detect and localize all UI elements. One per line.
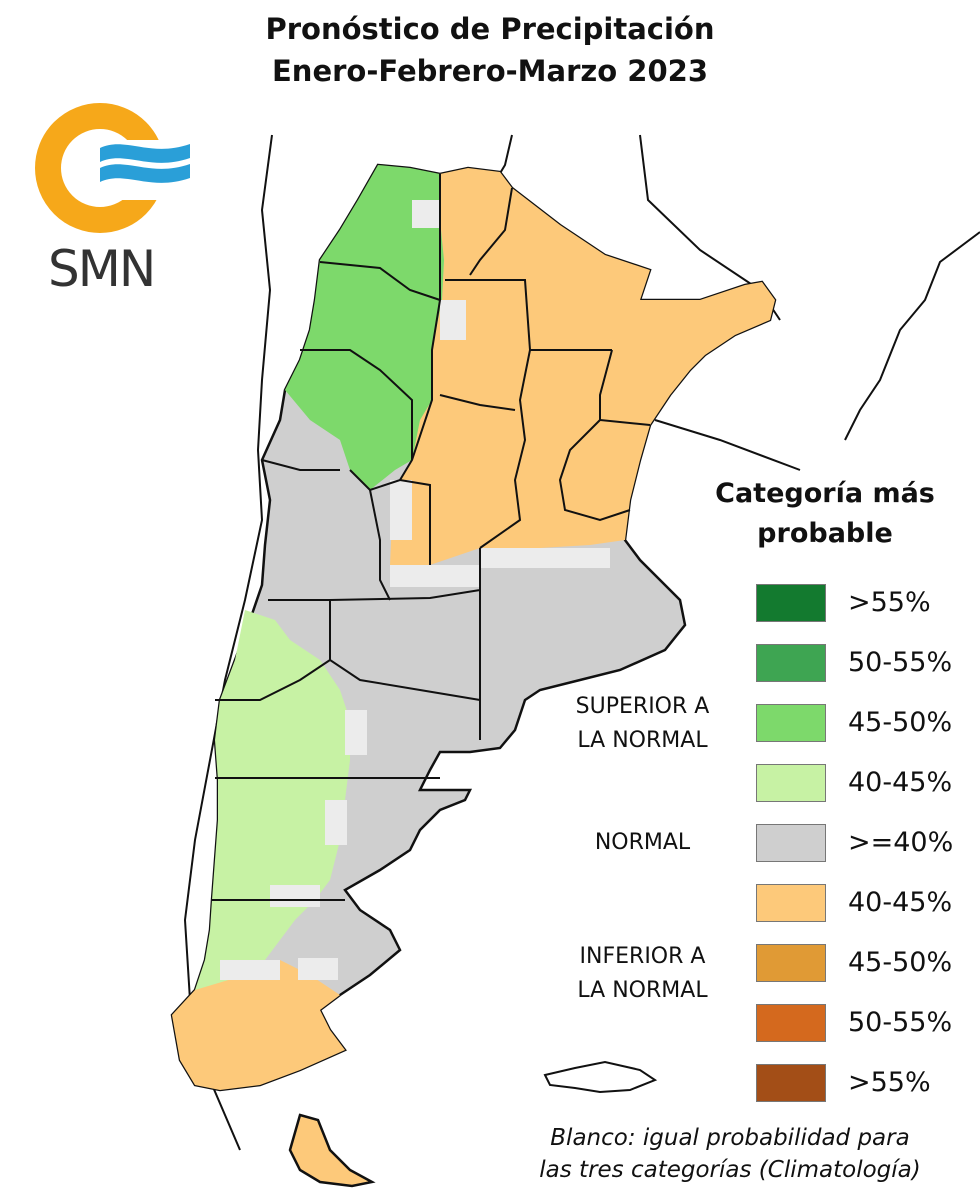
legend-label: >55% bbox=[848, 1067, 931, 1098]
legend-swatch bbox=[756, 644, 826, 682]
legend-label: 40-45% bbox=[848, 887, 953, 918]
smn-logo: SMN bbox=[30, 100, 200, 300]
region-below-normal-north bbox=[390, 168, 775, 565]
title-line-2: Enero-Febrero-Marzo 2023 bbox=[271, 54, 709, 88]
legend-swatch bbox=[756, 1004, 826, 1042]
legend-swatch bbox=[756, 584, 826, 622]
category-superior-line-2: LA NORMAL bbox=[577, 728, 708, 753]
category-inferior: INFERIOR A LA NORMAL bbox=[545, 940, 740, 1008]
province-borders bbox=[212, 174, 651, 901]
legend-title-line-2: probable bbox=[757, 518, 893, 549]
category-superior-line-1: SUPERIOR A bbox=[575, 694, 710, 719]
category-superior: SUPERIOR A LA NORMAL bbox=[545, 690, 740, 758]
legend-swatch bbox=[756, 944, 826, 982]
region-below-normal-south bbox=[172, 960, 345, 1090]
category-inferior-line-2: LA NORMAL bbox=[577, 978, 708, 1003]
map-title: Pronóstico de Precipitación Enero-Febrer… bbox=[0, 8, 980, 92]
legend-label: 40-45% bbox=[848, 767, 953, 798]
legend-title-line-1: Categoría más bbox=[715, 478, 935, 509]
legend-swatch bbox=[756, 1064, 826, 1102]
legend-swatch bbox=[756, 884, 826, 922]
tierra-del-fuego bbox=[288, 1113, 376, 1188]
category-normal: NORMAL bbox=[594, 830, 691, 855]
legend-label: >55% bbox=[848, 587, 931, 618]
title-line-1: Pronóstico de Precipitación bbox=[265, 12, 715, 46]
legend-label: 50-55% bbox=[848, 1007, 953, 1038]
smn-logo-icon bbox=[35, 103, 190, 233]
climatology-note: Blanco: igual probabilidad para las tres… bbox=[510, 1122, 950, 1186]
white-cells bbox=[220, 200, 610, 980]
legend-label: >=40% bbox=[848, 827, 954, 858]
argentina-precipitation-map bbox=[170, 134, 980, 1188]
legend-swatch bbox=[756, 764, 826, 802]
legend-label: 50-55% bbox=[848, 647, 953, 678]
category-inferior-line-1: INFERIOR A bbox=[579, 944, 706, 969]
legend-swatch bbox=[756, 824, 826, 862]
islas-malvinas bbox=[543, 1060, 658, 1094]
legend-label: 45-50% bbox=[848, 947, 953, 978]
legend-label: 45-50% bbox=[848, 707, 953, 738]
smn-logo-text: SMN bbox=[48, 240, 156, 298]
legend-swatch bbox=[756, 704, 826, 742]
legend-title: Categoría más probable bbox=[690, 474, 960, 554]
climatology-note-line-1: Blanco: igual probabilidad para bbox=[550, 1125, 910, 1151]
climatology-note-line-2: las tres categorías (Climatología) bbox=[539, 1157, 921, 1183]
region-above-normal-northwest bbox=[285, 165, 444, 490]
